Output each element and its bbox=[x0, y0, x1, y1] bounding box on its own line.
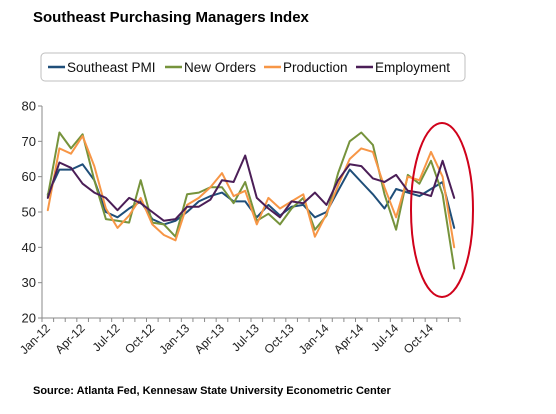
series-line-production bbox=[46, 135, 456, 249]
legend-label: New Orders bbox=[184, 60, 256, 75]
x-tick-label: Oct-14 bbox=[401, 321, 437, 357]
x-tick-label: Jul-12 bbox=[90, 321, 123, 354]
annotations bbox=[410, 122, 474, 298]
x-tick-label: Apr-13 bbox=[192, 321, 228, 357]
legend-label: Southeast PMI bbox=[67, 60, 156, 75]
y-tick-label: 60 bbox=[22, 169, 36, 184]
y-tick-label: 50 bbox=[22, 205, 36, 220]
series-line-new-orders bbox=[46, 131, 456, 270]
x-tick-label: Jan-13 bbox=[156, 321, 192, 357]
series-lines bbox=[46, 131, 456, 270]
x-tick-label: Apr-14 bbox=[331, 321, 367, 357]
x-tick-label: Apr-12 bbox=[52, 321, 88, 357]
y-tick-label: 30 bbox=[22, 275, 36, 290]
x-tick-label: Jul-14 bbox=[368, 321, 401, 354]
chart-source: Source: Atlanta Fed, Kennesaw State Univ… bbox=[33, 385, 391, 397]
x-tick-label: Oct-13 bbox=[261, 321, 297, 357]
x-tick-label: Oct-12 bbox=[122, 321, 158, 357]
x-tick-label: Jan-14 bbox=[296, 321, 332, 357]
legend-label: Production bbox=[283, 60, 348, 75]
chart-title: Southeast Purchasing Managers Index bbox=[33, 9, 309, 26]
legend: Southeast PMI New Orders Production Employm… bbox=[40, 52, 466, 82]
x-tick-label: Jan-12 bbox=[17, 321, 53, 357]
y-tick-label: 70 bbox=[22, 134, 36, 149]
x-tick-label: Jul-13 bbox=[229, 321, 262, 354]
highlight-ellipse bbox=[410, 122, 474, 298]
legend-box bbox=[40, 52, 466, 82]
legend-label: Employment bbox=[375, 60, 450, 75]
y-tick-label: 20 bbox=[22, 311, 36, 326]
series-line-employment bbox=[46, 154, 456, 222]
y-tick-label: 40 bbox=[22, 240, 36, 255]
y-tick-label: 80 bbox=[22, 99, 36, 114]
